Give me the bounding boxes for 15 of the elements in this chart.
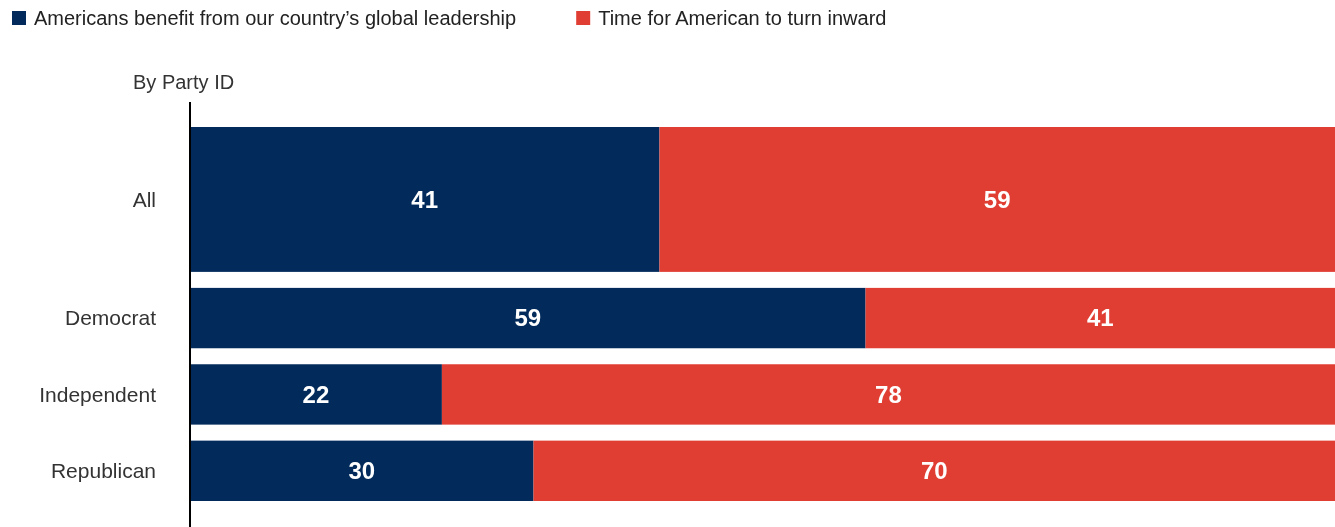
y-tick-label: Independent <box>39 382 157 406</box>
legend-label: Time for American to turn inward <box>598 7 887 29</box>
data-label: 59 <box>514 304 542 332</box>
y-tick-label: All <box>132 187 156 211</box>
data-label: 30 <box>348 457 376 485</box>
data-label: 22 <box>302 380 330 408</box>
y-tick-label: Democrat <box>64 306 157 330</box>
data-label: 41 <box>1086 304 1114 332</box>
data-label: 70 <box>920 457 948 485</box>
data-label: 59 <box>983 185 1011 213</box>
legend-label: Americans benefit from our country’s global leadership <box>34 7 517 29</box>
y-axis-title: By Party ID <box>133 71 235 93</box>
data-label: 41 <box>411 185 439 213</box>
data-label: 78 <box>875 380 902 408</box>
y-tick-label: Republican <box>50 459 156 483</box>
